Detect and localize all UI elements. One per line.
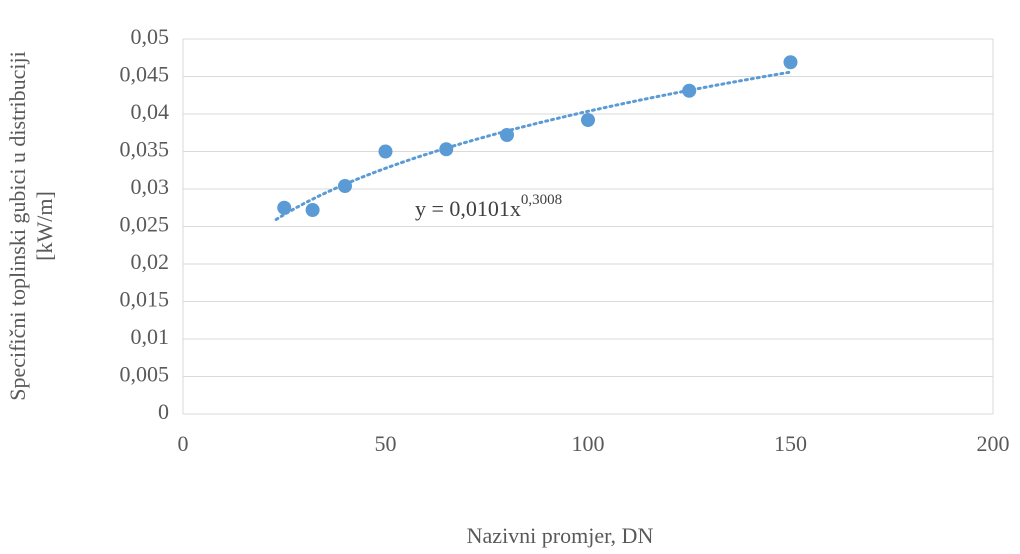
- y-axis-title: [kW/m]: [32, 191, 57, 261]
- point: [338, 179, 352, 193]
- x-tick-label: 150: [774, 431, 807, 456]
- y-axis-title: Specifični toplinski gubici u distribuci…: [5, 51, 30, 401]
- y-tick-label: 0,015: [120, 287, 170, 312]
- point: [277, 200, 292, 215]
- y-tick-label: 0,01: [131, 324, 170, 349]
- x-axis-title: Nazivni promjer, DN: [467, 523, 654, 548]
- point: [439, 142, 454, 157]
- point: [305, 203, 320, 217]
- y-tick-label: 0,02: [131, 249, 170, 274]
- point: [500, 128, 514, 142]
- equation-base: y = 0,0101x: [415, 196, 521, 221]
- x-tick-label: 200: [977, 431, 1010, 456]
- y-tick-label: 0,04: [131, 99, 170, 124]
- y-tick-label: 0,025: [120, 212, 170, 237]
- y-tick-label: 0,035: [120, 137, 170, 162]
- y-tick-label: 0: [158, 399, 169, 424]
- point: [378, 144, 393, 159]
- y-tick-label: 0,03: [131, 174, 170, 199]
- x-tick-label: 50: [375, 431, 397, 456]
- y-tick-label: 0,005: [120, 362, 170, 387]
- point: [581, 113, 595, 127]
- trendline-equation: y = 0,0101x0,3008: [415, 192, 562, 221]
- point: [682, 83, 697, 98]
- trendline: [274, 70, 792, 221]
- point: [783, 55, 798, 70]
- y-tick-label: 0,05: [131, 24, 170, 49]
- x-tick-label: 100: [572, 431, 605, 456]
- x-tick-label: 0: [178, 431, 189, 456]
- y-tick-label: 0,045: [120, 62, 170, 87]
- equation-exponent: 0,3008: [521, 192, 562, 208]
